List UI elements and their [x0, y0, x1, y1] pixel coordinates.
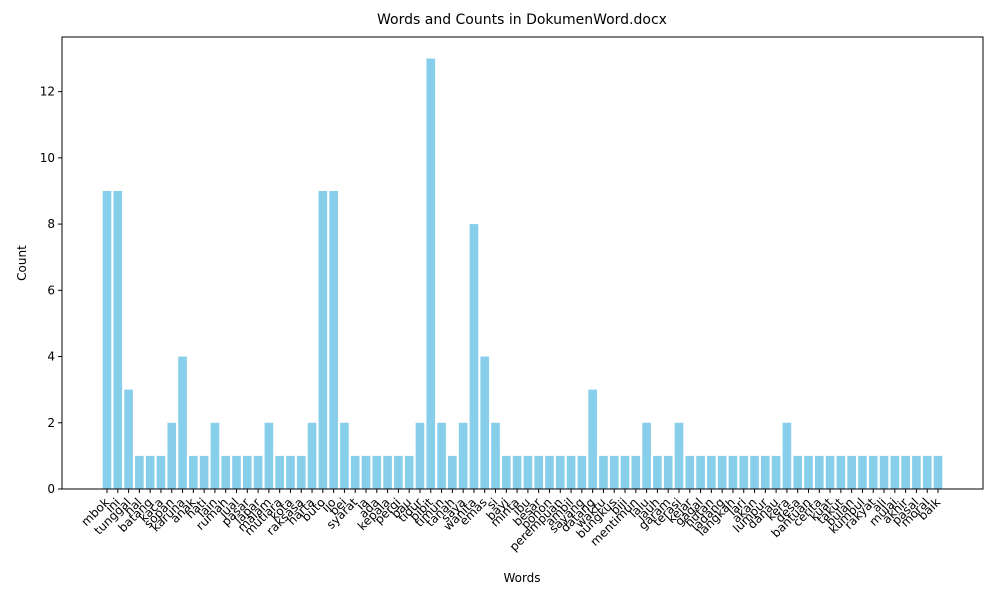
bar: [221, 455, 231, 489]
y-tick-label: 4: [47, 350, 55, 364]
bar: [566, 455, 576, 489]
bar: [674, 422, 684, 489]
bar: [523, 455, 533, 489]
chart-title: Words and Counts in DokumenWord.docx: [377, 12, 667, 28]
bar: [814, 455, 824, 489]
bar: [286, 455, 295, 489]
bar: [469, 224, 479, 490]
bar: [685, 455, 695, 489]
bar: [922, 455, 932, 489]
bar: [458, 422, 468, 489]
bar: [609, 455, 619, 489]
bar: [890, 455, 900, 489]
bar: [696, 455, 705, 489]
bar: [804, 455, 813, 489]
bar: [577, 455, 587, 489]
bar: [275, 455, 284, 489]
y-axis-label: Count: [15, 245, 29, 281]
bar: [113, 190, 123, 489]
bar: [545, 455, 554, 489]
bar: [253, 455, 263, 489]
bar: [707, 455, 716, 489]
bar: [728, 455, 738, 489]
bar: [232, 455, 241, 489]
bar: [167, 422, 177, 489]
bar: [620, 455, 630, 489]
bar: [480, 356, 490, 489]
bar: [901, 455, 910, 489]
bar: [642, 422, 651, 489]
bar: [512, 455, 522, 489]
bar: [631, 455, 641, 489]
bar: [242, 455, 252, 489]
bar: [437, 422, 446, 489]
bar: [340, 422, 349, 489]
bar: [847, 455, 856, 489]
bar: [858, 455, 867, 489]
bar: [415, 422, 425, 489]
bar: [329, 190, 338, 489]
bar: [361, 455, 371, 489]
bar: [178, 356, 187, 489]
bar: [307, 422, 317, 489]
y-tick-label: 6: [47, 283, 55, 297]
y-tick-label: 10: [40, 151, 55, 165]
plot-frame: [61, 36, 984, 490]
bar: [448, 455, 457, 489]
bar: [868, 455, 878, 489]
bar: [933, 455, 943, 489]
bar: [836, 455, 846, 489]
bar: [264, 422, 274, 489]
bar: [491, 422, 500, 489]
bar: [663, 455, 673, 489]
y-tick-label: 12: [40, 85, 55, 99]
bar: [372, 455, 382, 489]
bar: [717, 455, 727, 489]
bar: [750, 455, 759, 489]
bar: [156, 455, 166, 489]
bar: [771, 455, 781, 489]
bar: [383, 455, 392, 489]
bar: [534, 455, 544, 489]
bar: [199, 455, 209, 489]
bar: [189, 455, 198, 489]
bar: [404, 455, 414, 489]
bar: [210, 422, 220, 489]
bar: [501, 455, 511, 489]
bar: [879, 455, 889, 489]
y-tick-label: 0: [47, 482, 55, 496]
bar: [599, 455, 608, 489]
bar: [912, 455, 921, 489]
bar: [426, 58, 436, 490]
bar: [739, 455, 749, 489]
x-axis-label: Words: [503, 571, 540, 585]
bar: [145, 455, 155, 489]
bar: [135, 455, 144, 489]
bar: [825, 455, 835, 489]
y-tick-label: 8: [47, 217, 55, 231]
bar: [350, 455, 360, 489]
bar: [793, 455, 803, 489]
bar: [394, 455, 403, 489]
bar: [555, 455, 565, 489]
bar: [653, 455, 662, 489]
y-tick-label: 2: [47, 416, 55, 430]
bar: [318, 190, 328, 489]
bar: [296, 455, 306, 489]
bar: [124, 389, 133, 489]
bar: [102, 190, 112, 489]
bar: [782, 422, 792, 489]
bar: [588, 389, 597, 489]
bar: [761, 455, 770, 489]
